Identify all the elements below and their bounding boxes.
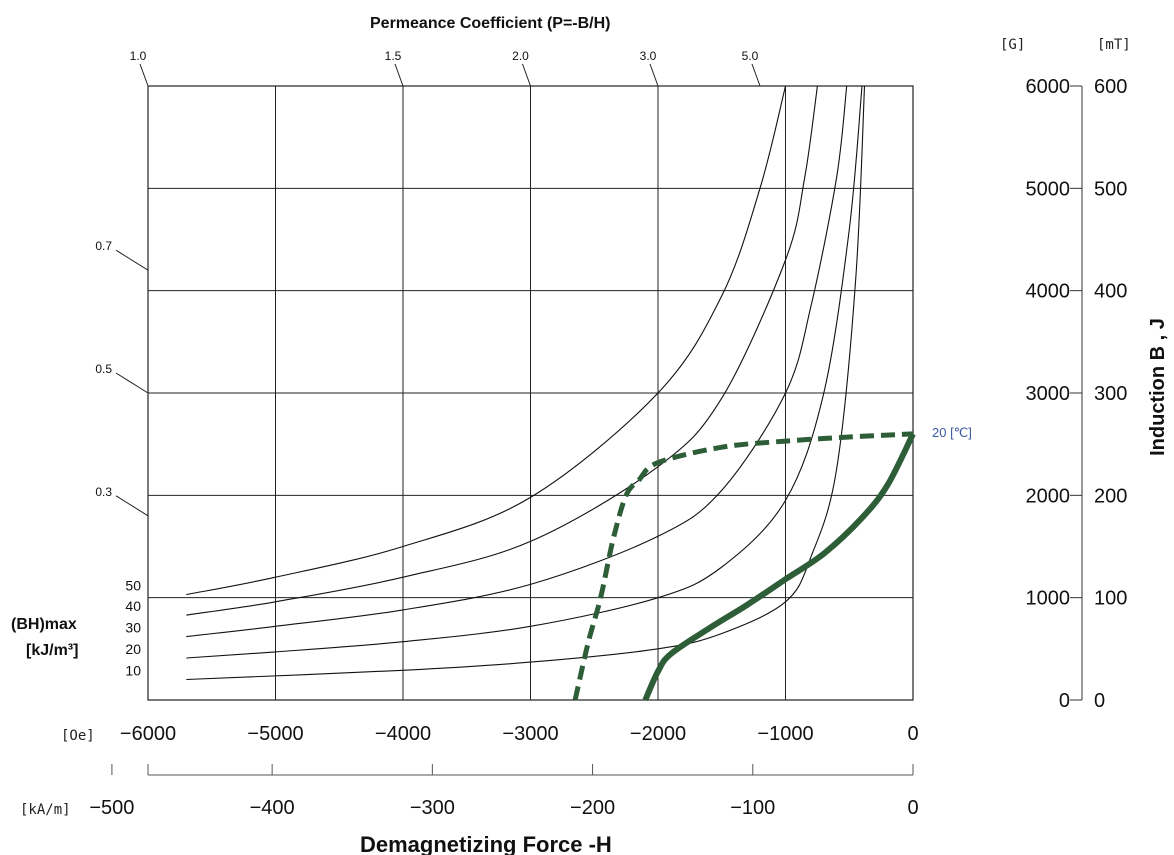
y-tick-label-g: 3000 [1026,383,1071,405]
series-B-line [642,432,916,702]
permeance-guides [115,63,761,517]
x-tick-label-oe: −3000 [502,723,558,745]
x-unit-oe: [Oe] [61,728,95,744]
y-tick-label-g: 4000 [1026,281,1071,303]
bhmax-curve-30 [186,85,848,638]
permeance-label: 1.5 [385,49,402,63]
y-tick-label-mt: 400 [1094,281,1127,303]
bhmax-curve-20 [186,85,863,659]
permeance-tick [139,63,149,87]
permeance-tick [394,63,404,87]
bhmax-curve-label: 10 [125,663,141,679]
demag-series [572,431,916,702]
x-tick-label-oe: −6000 [120,723,176,745]
permeance-tick [751,63,761,87]
x-tick-label-ka: −100 [730,797,775,819]
permeance-label: 1.0 [130,49,147,63]
y-unit-mt: [mT] [1097,37,1131,53]
bhmax-curve-label: 20 [125,641,141,657]
x-tick-label-ka: −300 [410,797,455,819]
bhmax-curve-10 [186,85,866,681]
permeance-tick [115,372,149,394]
bhmax-unit: [kJ/m³] [26,642,78,659]
permeance-label: 5.0 [742,49,759,63]
x-tick-label-ka: 0 [907,797,918,819]
permeance-tick [115,249,149,271]
x-tick-label-oe: −1000 [757,723,813,745]
permeance-label: 0.7 [95,239,112,253]
bhmax-curve-40 [186,85,818,616]
chart-title: Permeance Coefficient (P=-B/H) [370,15,611,32]
y-tick-label-mt: 600 [1094,76,1127,98]
x-tick-label-oe: 0 [907,723,918,745]
x-tick-label-oe: −2000 [630,723,686,745]
y-tick-label-g: 1000 [1026,588,1071,610]
plot-grid [148,86,913,700]
x-tick-label-ka: −200 [570,797,615,819]
y-tick-label-mt: 0 [1094,690,1105,712]
y-tick-label-mt: 100 [1094,588,1127,610]
permeance-label: 0.5 [95,362,112,376]
permeance-tick [649,63,659,87]
permeance-label: 0.3 [95,485,112,499]
bhmax-curve-label: 30 [125,620,141,636]
bhmax-label: (BH)max [11,616,77,633]
permeance-label: 3.0 [640,49,657,63]
y-tick-label-g: 6000 [1026,76,1071,98]
permeance-label: 2.0 [512,49,529,63]
y-tick-label-g: 0 [1059,690,1070,712]
bhmax-curve-label: 40 [125,598,141,614]
permeance-tick [115,495,149,517]
y-tick-label-mt: 300 [1094,383,1127,405]
bhmax-curves [186,85,866,681]
y-tick-label-g: 5000 [1026,178,1071,200]
x-axis-title: Demagnetizing Force -H [360,832,612,855]
x-tick-label-oe: −5000 [247,723,303,745]
temperature-label: 20 [℃] [932,425,972,440]
permeance-tick [522,63,531,87]
y-tick-label-mt: 200 [1094,485,1127,507]
y-tick-label-mt: 500 [1094,178,1127,200]
bhmax-curve-label: 50 [125,578,141,594]
x-unit-ka: [kA/m] [20,802,71,818]
y-unit-g: [G] [1000,37,1025,53]
bhmax-curve-50 [186,85,787,596]
y-tick-label-g: 2000 [1026,485,1071,507]
series-J-line [572,431,914,701]
y-axis-title: Induction B , J [1147,318,1169,456]
x-tick-label-ka: −500 [89,797,134,819]
x-tick-label-oe: −4000 [375,723,431,745]
x-tick-label-ka: −400 [250,797,295,819]
